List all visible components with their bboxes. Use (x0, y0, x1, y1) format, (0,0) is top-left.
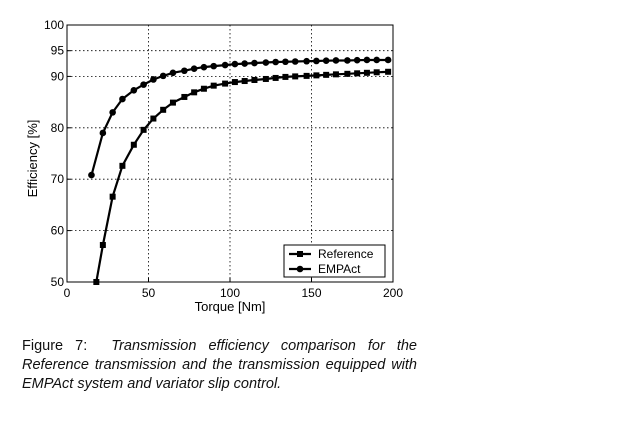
grid (67, 25, 393, 282)
empact-point (291, 58, 299, 65)
empact-point (159, 72, 167, 80)
reference-point (99, 241, 106, 248)
x-tick-label: 100 (220, 286, 240, 300)
reference-point (332, 71, 339, 78)
empact-point (282, 58, 289, 66)
empact-point (322, 57, 330, 65)
y-tick-label: 80 (51, 121, 65, 135)
empact-point (231, 60, 239, 68)
reference-point (251, 76, 258, 83)
x-tick-label: 200 (383, 286, 403, 300)
reference-point (222, 80, 229, 87)
empact-point (210, 62, 217, 70)
caption-number: Figure 7: (22, 338, 88, 354)
reference-point (272, 74, 279, 81)
legend-item-reference: Reference (289, 247, 374, 261)
reference-point (241, 78, 248, 85)
empact-point (251, 59, 258, 67)
legend-swatch-marker (296, 265, 304, 273)
reference-point (231, 79, 238, 86)
y-tick-label: 100 (44, 18, 64, 32)
legend-label: Reference (318, 247, 374, 261)
series-layer (88, 56, 392, 285)
reference-point (191, 89, 198, 96)
empact-point (190, 65, 198, 72)
reference-point (363, 69, 370, 76)
empact-point (181, 67, 188, 75)
caption-text: Transmission efficiency comparison for t… (22, 338, 417, 392)
reference-point (385, 68, 392, 75)
legend-swatch-marker (297, 251, 303, 257)
empact-point (303, 57, 310, 65)
empact-point (140, 81, 147, 88)
x-tick-label: 50 (142, 286, 156, 300)
empact-point (150, 76, 157, 83)
reference-point (373, 69, 380, 76)
reference-point (119, 162, 126, 169)
legend-label: EMPAct (318, 262, 361, 276)
empact-point (272, 58, 279, 66)
reference-point (169, 99, 176, 106)
empact-point (119, 95, 126, 103)
reference-point (210, 82, 217, 89)
y-tick-label: 50 (51, 275, 65, 289)
x-tick-label: 150 (301, 286, 321, 300)
y-tick-label: 70 (51, 172, 65, 186)
legend-item-empact: EMPAct (289, 262, 361, 276)
empact-point (363, 56, 371, 64)
reference-point (262, 75, 269, 82)
reference-point (323, 71, 330, 78)
empact-point (344, 57, 351, 64)
y-tick-label: 90 (51, 69, 65, 83)
empact-point (353, 56, 361, 64)
empact-point (332, 57, 340, 64)
empact-point (384, 56, 392, 64)
reference-point (109, 193, 116, 200)
empact-point (313, 57, 320, 65)
reference-point (130, 141, 137, 148)
y-tick-label: 95 (51, 44, 65, 58)
empact-point (200, 63, 208, 71)
x-tick-label: 0 (64, 286, 71, 300)
reference-point (344, 70, 351, 77)
reference-point (282, 73, 289, 80)
y-axis-label: Efficiency [%] (25, 120, 40, 198)
reference-point (200, 85, 207, 92)
figure-caption: Figure 7: Transmission efficiency compar… (22, 337, 417, 394)
empact-point (221, 61, 229, 69)
empact-point (262, 59, 270, 66)
reference-point (160, 106, 167, 113)
reference-point (181, 93, 188, 100)
empact-point (99, 129, 107, 137)
y-tick-label: 60 (51, 224, 65, 238)
series-empact (88, 56, 392, 179)
reference-point (303, 72, 310, 79)
reference-point (292, 73, 299, 80)
reference-point (354, 70, 361, 77)
reference-point (313, 72, 320, 79)
empact-line (90, 58, 389, 176)
empact-point (241, 60, 248, 67)
empact-point (130, 86, 138, 94)
reference-point (150, 115, 157, 122)
x-axis-label: Torque [Nm] (195, 299, 266, 314)
empact-point (373, 56, 381, 64)
reference-point (140, 126, 147, 133)
empact-point (109, 109, 116, 116)
empact-point (169, 69, 177, 77)
empact-point (88, 171, 95, 179)
